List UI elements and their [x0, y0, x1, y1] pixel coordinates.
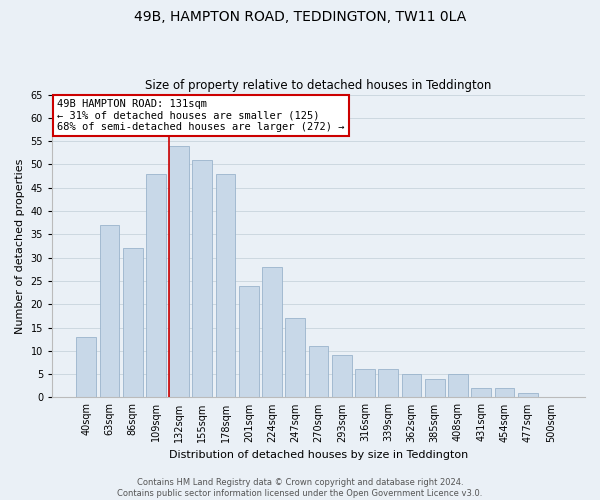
Bar — [76, 337, 96, 398]
Text: 49B HAMPTON ROAD: 131sqm
← 31% of detached houses are smaller (125)
68% of semi-: 49B HAMPTON ROAD: 131sqm ← 31% of detach… — [58, 99, 345, 132]
Y-axis label: Number of detached properties: Number of detached properties — [15, 158, 25, 334]
Bar — [193, 160, 212, 398]
X-axis label: Distribution of detached houses by size in Teddington: Distribution of detached houses by size … — [169, 450, 468, 460]
Bar — [401, 374, 421, 398]
Bar — [448, 374, 468, 398]
Bar — [169, 146, 189, 398]
Bar — [332, 356, 352, 398]
Bar — [518, 393, 538, 398]
Bar — [355, 370, 375, 398]
Bar — [379, 370, 398, 398]
Text: 49B, HAMPTON ROAD, TEDDINGTON, TW11 0LA: 49B, HAMPTON ROAD, TEDDINGTON, TW11 0LA — [134, 10, 466, 24]
Bar — [425, 379, 445, 398]
Text: Contains HM Land Registry data © Crown copyright and database right 2024.
Contai: Contains HM Land Registry data © Crown c… — [118, 478, 482, 498]
Bar — [100, 225, 119, 398]
Bar — [123, 248, 143, 398]
Title: Size of property relative to detached houses in Teddington: Size of property relative to detached ho… — [145, 79, 492, 92]
Bar — [262, 267, 282, 398]
Bar — [308, 346, 328, 398]
Bar — [146, 174, 166, 398]
Bar — [472, 388, 491, 398]
Bar — [286, 318, 305, 398]
Bar — [494, 388, 514, 398]
Bar — [239, 286, 259, 398]
Bar — [216, 174, 235, 398]
